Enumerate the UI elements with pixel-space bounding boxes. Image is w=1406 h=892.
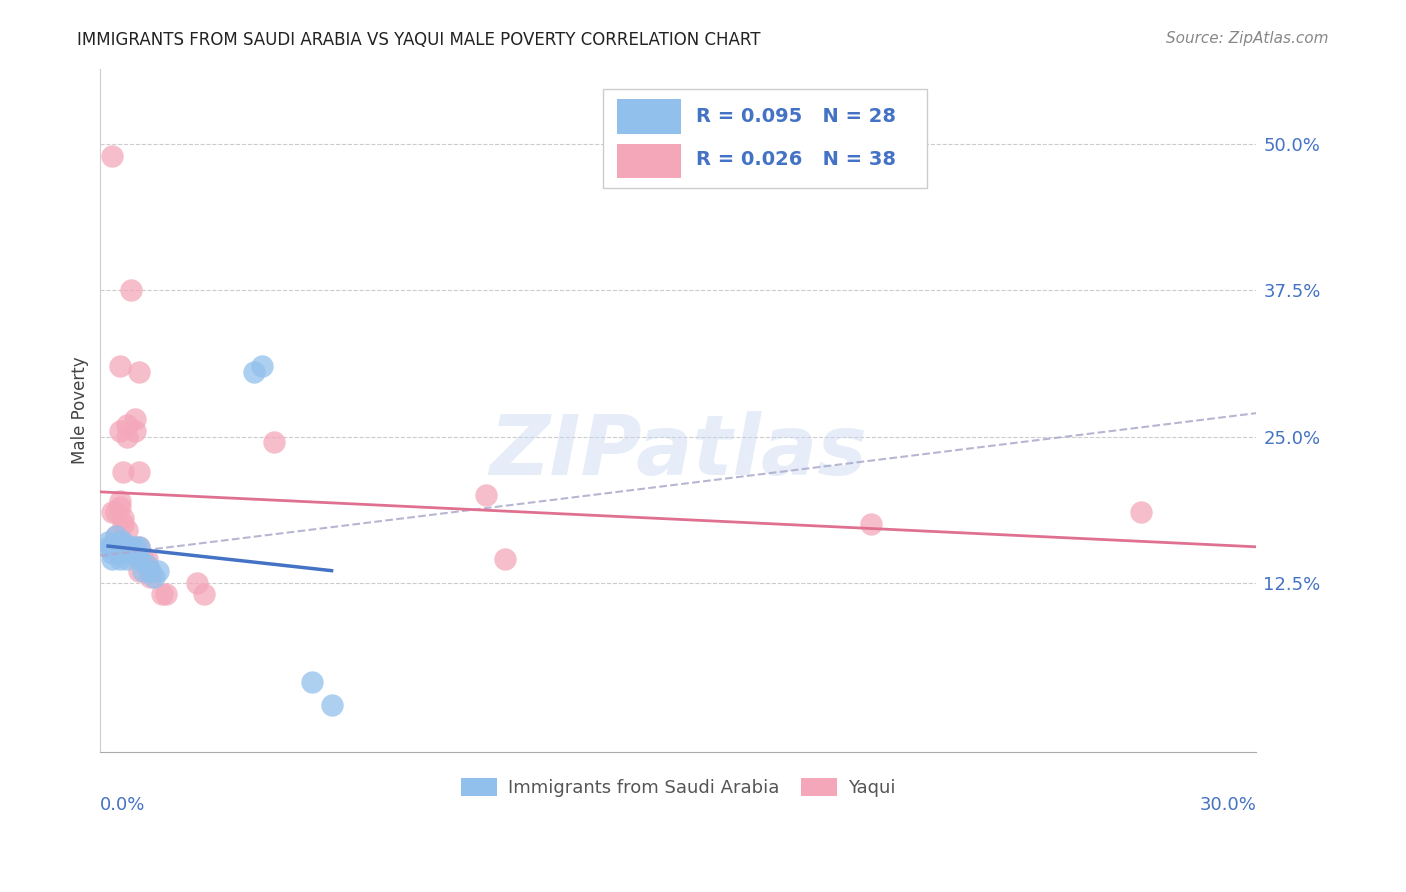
Point (117, 523, 139, 537)
Point (186, 575, 208, 590)
Point (108, 546, 131, 560)
Point (128, 564, 150, 578)
Point (112, 534, 135, 549)
Text: 0.0%: 0.0% (100, 797, 146, 814)
Point (128, 552, 150, 566)
Point (124, 541, 146, 555)
Point (104, 529, 127, 543)
Point (193, 587, 215, 601)
Text: Source: ZipAtlas.com: Source: ZipAtlas.com (1166, 31, 1329, 46)
Point (101, 505, 124, 519)
Point (494, 552, 516, 566)
Point (120, 541, 142, 555)
Point (117, 541, 139, 555)
Point (250, 359, 273, 374)
Point (139, 564, 162, 578)
Point (101, 552, 124, 566)
Point (143, 570, 166, 584)
Point (108, 493, 131, 508)
Point (97, 541, 120, 555)
Point (146, 564, 169, 578)
Point (117, 417, 139, 432)
Point (135, 552, 157, 566)
Legend: Immigrants from Saudi Arabia, Yaqui: Immigrants from Saudi Arabia, Yaqui (454, 772, 903, 805)
Point (139, 564, 162, 578)
Point (101, 149, 124, 163)
Point (120, 541, 142, 555)
Point (135, 558, 157, 572)
Point (124, 424, 146, 438)
Point (124, 546, 146, 560)
Point (101, 546, 124, 560)
Point (117, 429, 139, 443)
Point (139, 570, 162, 584)
FancyBboxPatch shape (617, 99, 681, 134)
Text: R = 0.095   N = 28: R = 0.095 N = 28 (696, 107, 896, 126)
Point (104, 541, 127, 555)
Point (117, 552, 139, 566)
Text: ZIPatlas: ZIPatlas (489, 410, 868, 491)
Point (108, 534, 131, 549)
Point (97, 534, 120, 549)
FancyBboxPatch shape (617, 144, 681, 178)
Text: IMMIGRANTS FROM SAUDI ARABIA VS YAQUI MALE POVERTY CORRELATION CHART: IMMIGRANTS FROM SAUDI ARABIA VS YAQUI MA… (77, 31, 761, 49)
Point (860, 517, 883, 532)
Point (132, 564, 155, 578)
Point (101, 541, 124, 555)
Point (104, 505, 127, 519)
Text: R = 0.026   N = 38: R = 0.026 N = 38 (696, 151, 896, 169)
Point (108, 534, 131, 549)
Point (474, 488, 496, 502)
Point (128, 465, 150, 479)
Point (1129, 505, 1152, 519)
FancyBboxPatch shape (603, 89, 927, 188)
Point (263, 435, 285, 450)
Point (124, 412, 146, 426)
Point (243, 365, 266, 379)
Point (128, 541, 150, 555)
Point (132, 552, 155, 566)
Point (150, 587, 173, 601)
Point (108, 359, 131, 374)
Point (120, 284, 142, 298)
Point (108, 500, 131, 514)
Point (108, 552, 131, 566)
Text: 30.0%: 30.0% (1199, 797, 1257, 814)
Y-axis label: Male Poverty: Male Poverty (72, 357, 89, 464)
Point (301, 674, 323, 689)
Point (128, 365, 150, 379)
Point (101, 541, 124, 555)
Point (112, 511, 135, 525)
Point (112, 465, 135, 479)
Point (104, 541, 127, 555)
Point (155, 587, 177, 601)
Point (104, 529, 127, 543)
Point (112, 517, 135, 532)
Point (108, 424, 131, 438)
Point (112, 546, 135, 560)
Point (321, 698, 343, 713)
Point (128, 541, 150, 555)
